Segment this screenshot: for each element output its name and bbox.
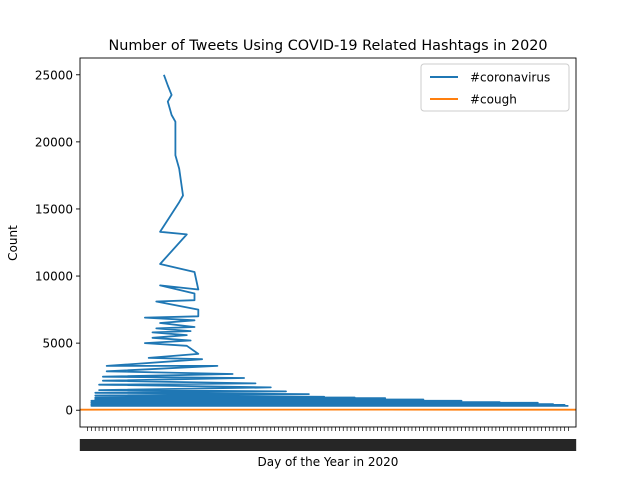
series-line-0 [90, 74, 569, 407]
y-tick-label-5: 25000 [35, 68, 73, 82]
y-tick-label-2: 10000 [35, 270, 73, 284]
x-ticks [87, 427, 569, 431]
x-tick-labels-overlap [79, 439, 577, 451]
y-axis-label: Count [6, 225, 20, 261]
legend-label-0: #coronavirus [470, 71, 550, 85]
legend: #coronavirus #cough [420, 63, 570, 112]
legend-label-1: #cough [470, 93, 517, 107]
axes-layer: 0 5000 10000 15000 20000 25000 [35, 57, 577, 451]
series-layer [79, 74, 576, 411]
chart-title: Number of Tweets Using COVID-19 Related … [108, 38, 547, 54]
y-tick-label-4: 20000 [35, 135, 73, 149]
y-tick-label-0: 0 [65, 404, 73, 418]
x-axis-label: Day of the Year in 2020 [258, 455, 399, 469]
y-tick-label-1: 5000 [42, 337, 73, 351]
y-tick-label-3: 15000 [35, 202, 73, 216]
